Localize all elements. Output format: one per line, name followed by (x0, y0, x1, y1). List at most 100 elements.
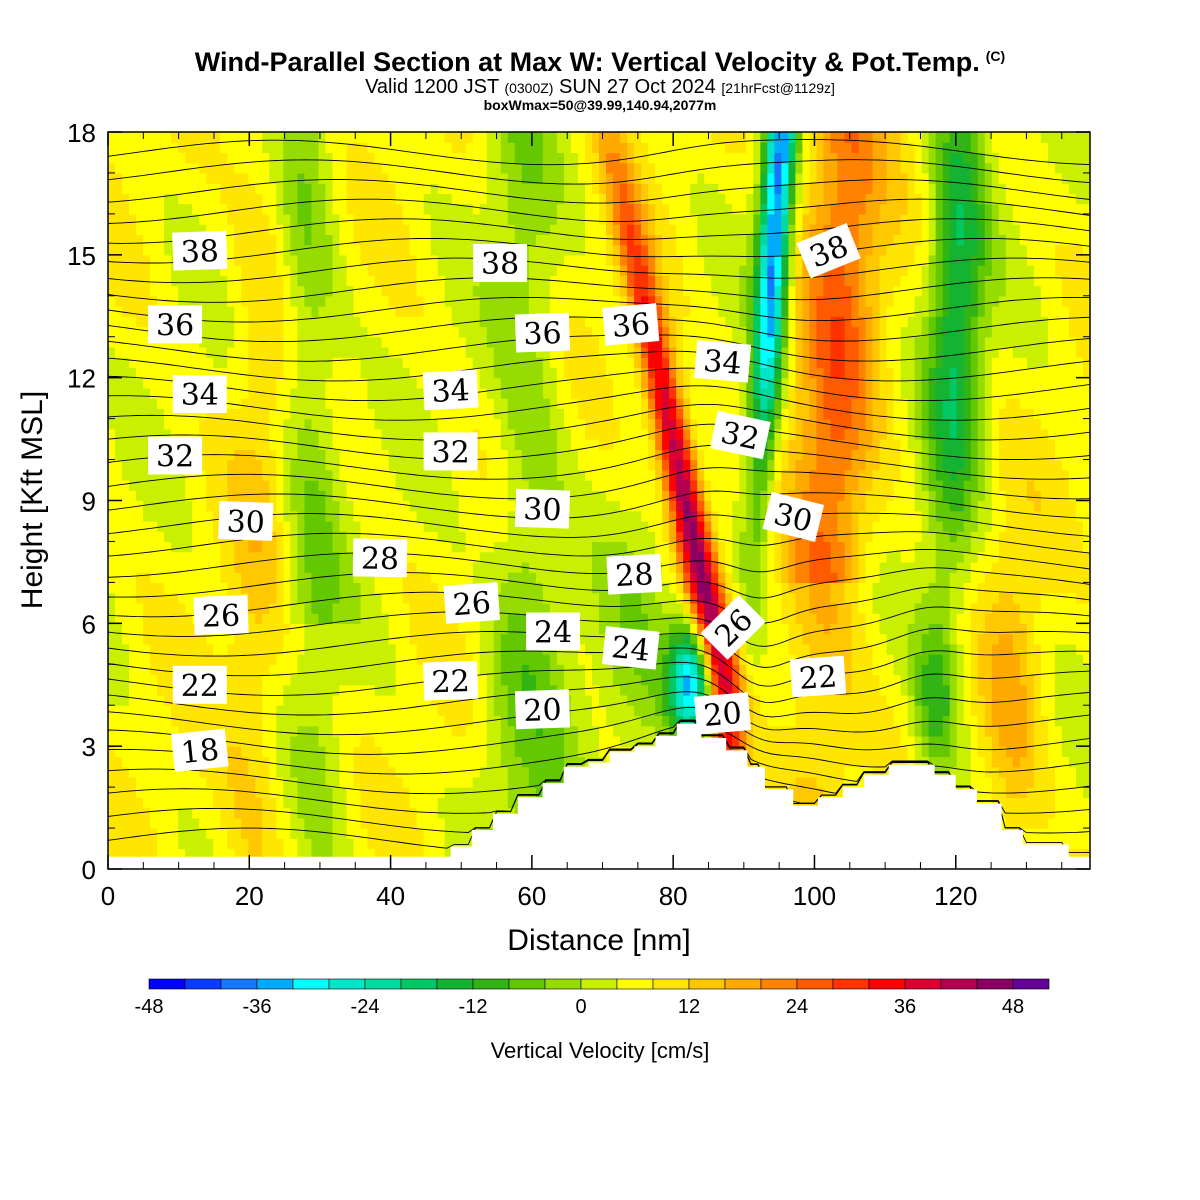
velocity-cell (914, 715, 923, 727)
velocity-cell (549, 654, 558, 665)
velocity-cell (325, 613, 334, 624)
velocity-cell (1075, 541, 1084, 553)
velocity-cell (1082, 787, 1090, 798)
velocity-cell (935, 643, 944, 655)
velocity-cell (290, 510, 298, 522)
velocity-cell (1040, 684, 1049, 696)
velocity-cell (339, 551, 348, 563)
velocity-cell (472, 633, 481, 645)
velocity-cell (599, 531, 607, 543)
velocity-cell (620, 715, 628, 727)
velocity-cell (353, 715, 362, 727)
velocity-cell (374, 684, 383, 696)
velocity-cell (655, 541, 663, 553)
velocity-cell (318, 705, 327, 717)
velocity-cell (395, 797, 404, 809)
velocity-cell (584, 684, 593, 696)
velocity-cell (1068, 541, 1077, 553)
velocity-cell (591, 643, 600, 655)
velocity-cell (584, 735, 593, 747)
velocity-cell (1019, 694, 1028, 706)
velocity-cell (935, 664, 944, 676)
velocity-cell (325, 654, 334, 665)
velocity-cell (444, 561, 453, 573)
velocity-cell (970, 541, 979, 553)
velocity-cell (500, 705, 509, 717)
velocity-cell (1005, 561, 1014, 573)
velocity-cell (767, 684, 775, 696)
velocity-cell (606, 520, 614, 532)
velocity-cell (409, 582, 418, 594)
velocity-cell (514, 664, 523, 676)
velocity-cell (108, 705, 116, 717)
velocity-cell (423, 500, 432, 512)
velocity-cell (493, 572, 502, 583)
velocity-cell (185, 561, 193, 573)
velocity-cell (591, 551, 600, 563)
velocity-cell (830, 520, 839, 532)
velocity-cell (143, 776, 151, 788)
velocity-cell (164, 531, 172, 543)
velocity-cell (402, 807, 411, 819)
velocity-cell (528, 787, 537, 798)
velocity-cell (991, 510, 1000, 522)
velocity-cell (318, 592, 327, 604)
velocity-cell (164, 787, 172, 798)
velocity-cell (276, 623, 284, 635)
velocity-cell (360, 572, 369, 583)
velocity-cell (760, 705, 768, 717)
velocity-cell (276, 520, 284, 532)
velocity-cell (150, 756, 158, 768)
velocity-cell (185, 766, 193, 778)
velocity-cell (753, 674, 761, 686)
velocity-cell (641, 684, 649, 696)
velocity-cell (430, 817, 439, 829)
velocity-cell (858, 654, 867, 665)
velocity-cell (1082, 838, 1090, 850)
velocity-cell (318, 756, 327, 768)
velocity-cell (942, 725, 951, 737)
velocity-cell (346, 643, 355, 655)
velocity-cell (655, 592, 663, 604)
velocity-cell (255, 817, 263, 829)
velocity-cell (143, 510, 151, 522)
velocity-cell (563, 654, 572, 665)
velocity-cell (711, 684, 719, 696)
velocity-cell (907, 582, 916, 594)
velocity-cell (760, 684, 768, 696)
velocity-cell (697, 520, 705, 532)
velocity-cell (556, 541, 565, 553)
velocity-cell (1075, 705, 1084, 717)
velocity-cell (851, 766, 860, 778)
velocity-cell (1019, 828, 1028, 839)
velocity-cell (304, 756, 313, 768)
velocity-cell (858, 776, 867, 788)
velocity-cell (1019, 592, 1028, 604)
velocity-cell (395, 828, 404, 839)
velocity-cell (381, 828, 390, 839)
velocity-cell (781, 643, 789, 655)
velocity-cell (998, 561, 1007, 573)
velocity-cell (1047, 592, 1056, 604)
velocity-cell (304, 510, 313, 522)
velocity-cell (914, 735, 923, 747)
velocity-cell (886, 541, 895, 553)
velocity-cell (984, 715, 993, 727)
velocity-cell (774, 541, 782, 553)
velocity-cell (234, 541, 242, 553)
velocity-cell (493, 561, 502, 573)
velocity-cell (185, 643, 193, 655)
velocity-cell (206, 838, 214, 850)
velocity-cell (928, 746, 937, 758)
velocity-cell (248, 756, 256, 768)
velocity-cell (900, 674, 909, 686)
velocity-cell (697, 572, 705, 583)
velocity-cell (283, 776, 291, 788)
velocity-cell (143, 807, 151, 819)
velocity-cell (234, 664, 242, 676)
velocity-cell (430, 766, 439, 778)
velocity-cell (276, 592, 284, 604)
velocity-cell (963, 541, 972, 553)
velocity-cell (1033, 643, 1042, 655)
velocity-cell (570, 572, 579, 583)
